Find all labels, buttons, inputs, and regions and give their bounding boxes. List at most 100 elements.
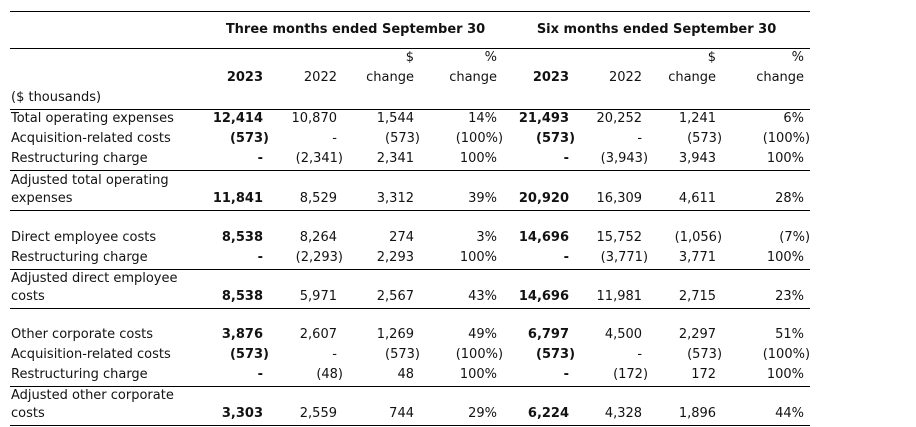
table-row-adjusted-other-corporate-costs: Adjusted other corporate costs 3,303 2,5… — [10, 386, 811, 426]
table-row-adjusted-total-operating-expenses: Adjusted total operating expenses 11,841… — [10, 170, 811, 211]
cell-2023-3m: (573) — [229, 347, 269, 362]
cell-2023-3m: 3,303 — [221, 406, 263, 421]
table-row-other-corporate-costs: Other corporate costs 3,876 2,607 1,269 … — [10, 326, 810, 346]
cell-dollar-change-3m: 2,293 — [376, 249, 414, 265]
cell-percent-change-3m: 49% — [468, 327, 498, 342]
cell-percent-change-6m: 100% — [766, 151, 805, 166]
cell-2023-6m: (573) — [536, 131, 576, 146]
table-row-restructuring-charge: Restructuring charge - (48) 48 100% - (1… — [10, 366, 810, 387]
row-label: Adjusted direct employee costs — [11, 270, 178, 304]
cell-percent-change-6m: (100%) — [762, 131, 811, 146]
column-header-percent-3m: % — [484, 50, 498, 65]
cell-2022-6m: (172) — [613, 367, 649, 382]
cell-2022-3m: 2,607 — [299, 327, 337, 342]
cell-dollar-change-6m: 3,771 — [678, 249, 717, 265]
table-row-total-operating-expenses: Total operating expenses 12,414 10,870 1… — [10, 110, 810, 131]
row-label: Total operating expenses — [11, 111, 174, 126]
cell-percent-change-6m: 23% — [775, 288, 805, 304]
cell-dollar-change-6m: 2,297 — [678, 327, 717, 342]
cell-2022-6m: 16,309 — [596, 191, 643, 206]
column-header-dollar-change-6m: change — [668, 70, 717, 85]
cell-2022-3m: 2,559 — [299, 406, 337, 421]
cell-2022-6m: 11,981 — [596, 288, 643, 304]
cell-dollar-change-6m: 4,611 — [678, 191, 717, 206]
cell-2023-3m: (573) — [229, 131, 269, 146]
cell-percent-change-3m: 3% — [476, 229, 498, 245]
cell-percent-change-3m: 29% — [468, 406, 498, 421]
cell-2022-3m: - — [332, 347, 337, 362]
cell-percent-change-3m: 14% — [468, 111, 498, 126]
cell-2023-3m: 8,538 — [221, 229, 263, 245]
cell-2023-3m: - — [257, 367, 263, 382]
row-label: Adjusted other corporate costs — [11, 388, 174, 421]
cell-2023-6m: 14,696 — [518, 229, 570, 245]
cell-percent-change-6m: 100% — [766, 367, 805, 382]
cell-2022-3m: 10,870 — [291, 111, 338, 126]
cell-2022-6m: (3,771) — [600, 249, 649, 265]
cell-percent-change-6m: 51% — [775, 327, 805, 342]
column-header-2022-3m: 2022 — [303, 70, 337, 85]
cell-2022-6m: - — [637, 131, 643, 146]
group-header-three-months: Three months ended September 30 — [225, 21, 486, 37]
units-label: ($ thousands) — [11, 90, 102, 105]
cell-dollar-change-6m: 1,241 — [678, 111, 717, 126]
column-header-percent-change-3m: change — [449, 70, 498, 85]
cell-percent-change-3m: (100%) — [455, 131, 504, 146]
cell-dollar-change-3m: 2,567 — [376, 288, 414, 304]
row-label: Restructuring charge — [11, 151, 148, 166]
cell-2023-6m: (573) — [536, 347, 576, 362]
column-header-percent-change-6m: change — [756, 70, 805, 85]
cell-dollar-change-6m: 3,943 — [678, 151, 717, 166]
cell-percent-change-3m: 100% — [459, 151, 498, 166]
cell-2023-6m: 6,224 — [527, 406, 570, 421]
table-row-restructuring-charge: Restructuring charge - (2,341) 2,341 100… — [10, 150, 810, 171]
cell-percent-change-6m: 6% — [783, 111, 805, 126]
cell-dollar-change-3m: (573) — [385, 347, 420, 362]
cell-percent-change-3m: 100% — [459, 249, 498, 265]
cell-dollar-change-6m: (1,056) — [674, 229, 723, 245]
cell-2023-6m: - — [563, 151, 570, 166]
cell-percent-change-6m: 28% — [775, 191, 805, 206]
table-row-direct-employee-costs: Direct employee costs 8,538 8,264 274 3%… — [10, 229, 810, 249]
column-header-2023-6m: 2023 — [532, 70, 570, 85]
cell-2022-6m: 4,328 — [604, 406, 643, 421]
table-row-adjusted-direct-employee-costs: Adjusted direct employee costs 8,538 5,9… — [10, 269, 811, 308]
cell-2023-6m: - — [563, 367, 570, 382]
cell-dollar-change-6m: 2,715 — [678, 288, 717, 304]
cell-2023-3m: 11,841 — [212, 191, 263, 206]
cell-dollar-change-3m: (573) — [385, 131, 420, 146]
cell-dollar-change-3m: 3,312 — [376, 191, 414, 206]
row-label: Acquisition-related costs — [11, 347, 171, 362]
cell-2022-6m: 15,752 — [596, 229, 643, 245]
cell-dollar-change-3m: 274 — [389, 229, 414, 245]
cell-2023-3m: - — [257, 151, 263, 166]
group-header-six-months: Six months ended September 30 — [536, 21, 777, 37]
cell-2022-6m: (3,943) — [600, 151, 649, 166]
cell-2023-3m: - — [257, 249, 263, 265]
column-header-percent-6m: % — [791, 50, 805, 65]
cell-percent-change-3m: 43% — [468, 288, 498, 304]
cell-2022-6m: - — [637, 347, 643, 362]
cell-percent-change-6m: (100%) — [762, 347, 811, 362]
cell-dollar-change-6m: 172 — [691, 367, 717, 382]
cell-2022-3m: - — [332, 131, 337, 146]
column-header-2023-3m: 2023 — [226, 70, 263, 85]
cell-dollar-change-3m: 1,544 — [376, 111, 414, 126]
column-header-dollar-change-3m: change — [366, 70, 414, 85]
cell-2022-3m: 8,264 — [299, 229, 337, 245]
operating-expenses-table: Three months ended September 30 Six mont… — [10, 11, 811, 426]
cell-2023-3m: 3,876 — [221, 327, 263, 342]
column-header-dollar-3m: $ — [405, 50, 414, 65]
cell-2022-3m: 5,971 — [299, 288, 337, 304]
row-label: Direct employee costs — [11, 229, 157, 245]
units-row: ($ thousands) — [10, 89, 811, 110]
cell-2023-6m: 21,493 — [518, 111, 570, 126]
cell-2023-6m: 20,920 — [518, 191, 570, 206]
cell-2022-3m: (2,293) — [295, 249, 343, 265]
column-header-symbols-row: $ % $ % — [10, 49, 810, 70]
cell-dollar-change-3m: 744 — [389, 406, 414, 421]
cell-2022-3m: (48) — [316, 367, 343, 382]
column-header-dollar-6m: $ — [707, 50, 717, 65]
row-label: Restructuring charge — [11, 249, 148, 265]
table-row-restructuring-charge: Restructuring charge - (2,293) 2,293 100… — [10, 249, 810, 270]
